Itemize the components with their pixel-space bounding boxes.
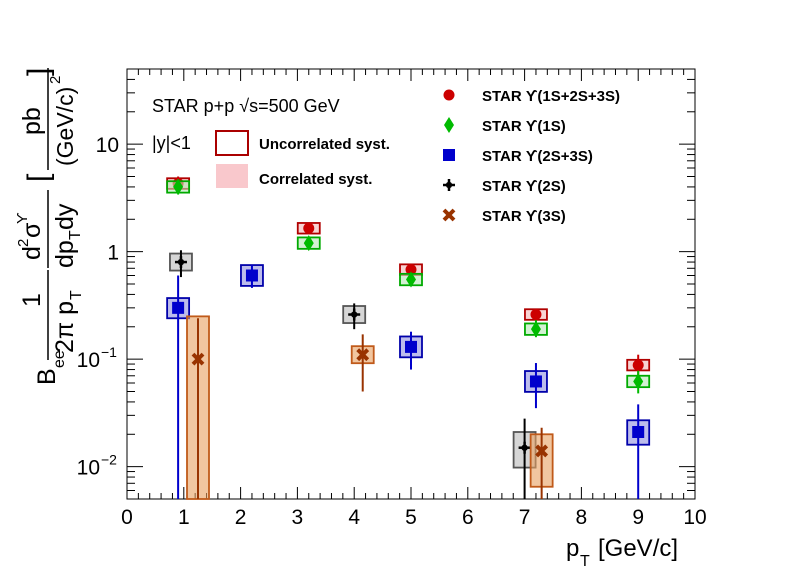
data-point — [633, 373, 644, 390]
y-tick-label: 1 — [107, 242, 119, 265]
svg-text:ee: ee — [51, 350, 68, 368]
x-stroke-b — [191, 352, 205, 366]
x-tick-labels: 0 1 2 3 4 5 6 7 8 9 10 — [121, 506, 707, 529]
data-point — [174, 256, 187, 269]
svg-text:σ: σ — [18, 222, 46, 238]
data-point — [245, 269, 258, 282]
x-stroke-b — [535, 444, 549, 458]
y-tick-label: 10 −1 — [77, 344, 118, 372]
data-point — [303, 235, 314, 252]
axis-ticks — [126, 68, 696, 500]
data-point — [632, 359, 644, 371]
svg-text:T: T — [580, 553, 590, 570]
x-tick-label: 1 — [178, 506, 190, 529]
x-tick-label: 0 — [121, 506, 133, 529]
svg-text:pb: pb — [18, 107, 46, 135]
y-tick-exponent: −1 — [101, 344, 117, 360]
data-point — [303, 222, 315, 234]
x-stroke-b — [442, 208, 456, 222]
header-line2: |y|<1 — [152, 133, 191, 153]
correlated-syst-label: Correlated syst. — [259, 171, 372, 188]
y-tick-base: 10 — [77, 349, 100, 372]
legend-label: STAR ϒ(1S) — [482, 118, 566, 135]
y-tick-base: 10 — [77, 457, 100, 480]
svg-text:T: T — [68, 290, 85, 300]
svg-text:ϒ: ϒ — [14, 212, 31, 224]
x-tick-label: 7 — [519, 506, 531, 529]
y-tick-base: 10 — [96, 134, 119, 157]
cross-center — [351, 311, 358, 318]
data-point — [535, 444, 549, 458]
data-point — [191, 352, 205, 366]
svg-text:dy: dy — [51, 203, 79, 230]
legend-label: STAR ϒ(3S) — [482, 208, 566, 225]
y-tick-exponent: −2 — [101, 452, 117, 468]
svg-text:1: 1 — [18, 293, 46, 307]
x-stroke-b — [356, 348, 370, 362]
svg-text:(GeV/c): (GeV/c) — [52, 87, 78, 166]
data-marks — [166, 176, 651, 500]
x-tick-label: 6 — [462, 506, 474, 529]
data-point — [356, 348, 370, 362]
svg-text:[: [ — [22, 173, 55, 182]
x-tick-label: 4 — [348, 506, 360, 529]
legend-label: STAR ϒ(2S) — [482, 178, 566, 195]
x-tick-label: 9 — [632, 506, 644, 529]
correlated-syst-swatch — [216, 164, 248, 188]
series-diamond — [166, 178, 651, 394]
legend-marker-x — [442, 208, 456, 222]
x-tick-label: 8 — [576, 506, 588, 529]
cross-center — [445, 181, 453, 189]
legend-marker-cross — [443, 179, 455, 191]
data-point — [172, 301, 185, 314]
legend-marker-circle — [443, 89, 455, 101]
series-x — [186, 315, 554, 500]
series-cross — [169, 250, 537, 499]
x-tick-label: 2 — [235, 506, 247, 529]
svg-text:d: d — [18, 246, 46, 260]
x-tick-label: 3 — [292, 506, 304, 529]
cross-center — [521, 444, 528, 451]
data-point — [530, 321, 541, 338]
cross-center — [177, 258, 185, 266]
x-axis-title: p T [GeV/c] — [566, 535, 678, 570]
series-square — [166, 264, 651, 499]
svg-text:T: T — [67, 230, 84, 240]
series-legend: STAR ϒ(1S+2S+3S) STAR ϒ(1S) STAR ϒ(2S+3S) S… — [442, 88, 620, 225]
svg-text:2: 2 — [47, 76, 64, 84]
legend-label: STAR ϒ(2S+3S) — [482, 148, 593, 165]
y-axis-title: B ee 1 2π p T d 2 σ ϒ dp T dy [ pb (GeV/… — [14, 68, 85, 385]
data-point — [518, 441, 531, 454]
data-point — [406, 271, 416, 288]
uncorrelated-syst-label: Uncorrelated syst. — [259, 136, 390, 153]
data-point — [530, 309, 542, 321]
y-tick-label: 10 — [96, 134, 119, 157]
data-point — [405, 264, 417, 276]
legend-marker-square — [443, 149, 455, 161]
data-point — [529, 375, 542, 388]
uncorrelated-syst-swatch — [215, 130, 249, 156]
x-tick-label: 5 — [405, 506, 417, 529]
y-tick-base: 1 — [107, 242, 119, 265]
svg-text:p: p — [566, 535, 579, 562]
svg-text:dp: dp — [51, 240, 79, 268]
x-tick-label: 10 — [683, 506, 706, 529]
legend-label: STAR ϒ(1S+2S+3S) — [482, 88, 620, 105]
data-point — [348, 308, 361, 321]
svg-text:2: 2 — [15, 239, 32, 247]
svg-text:]: ] — [22, 68, 55, 76]
y-tick-label: 10 −2 — [77, 452, 118, 480]
svg-text:2π p: 2π p — [51, 301, 79, 353]
legend-marker-diamond — [444, 117, 454, 133]
data-point — [632, 426, 645, 439]
data-point — [173, 178, 184, 195]
header-line1: STAR p+p √s=500 GeV — [152, 96, 340, 116]
svg-text:B: B — [33, 368, 61, 385]
data-point — [405, 340, 417, 353]
svg-text:[GeV/c]: [GeV/c] — [598, 535, 678, 562]
